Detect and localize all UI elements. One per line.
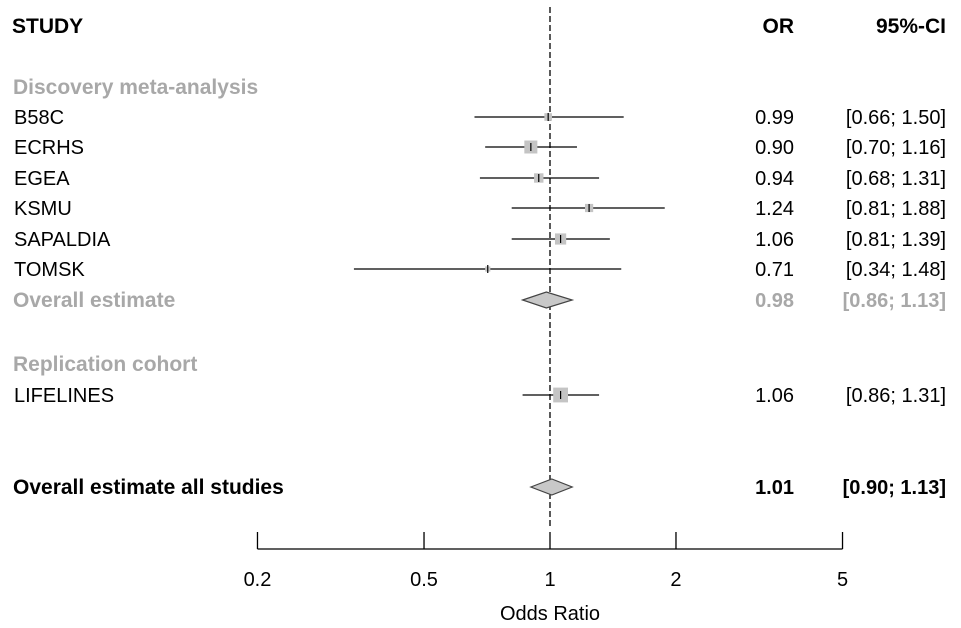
overall-estimate-all-or: 1.01 <box>755 477 794 499</box>
group-label-replication: Replication cohort <box>13 353 197 376</box>
row-egea-or: 0.94 <box>755 168 794 190</box>
x-tick-label-0.2: 0.2 <box>244 569 272 591</box>
row-tomsk-or: 0.71 <box>755 259 794 281</box>
overall-estimate-all-diamond <box>529 478 574 496</box>
row-egea-label: EGEA <box>14 168 70 190</box>
x-axis: Odds Ratio 0.2 0.5 1 2 5 <box>244 532 848 625</box>
row-ksmu-ci: [0.81; 1.88] <box>846 198 946 220</box>
overall-estimate-discovery-diamond <box>520 291 575 309</box>
row-sapaldia-label: SAPALDIA <box>14 229 111 251</box>
row-tomsk-label: TOMSK <box>14 259 85 281</box>
plot-area <box>353 7 665 528</box>
row-ksmu-label: KSMU <box>14 198 72 220</box>
header-or: OR <box>763 15 795 38</box>
row-lifelines-or: 1.06 <box>755 385 794 407</box>
header-ci: 95%-CI <box>876 15 946 38</box>
row-sapaldia-ci: [0.81; 1.39] <box>846 229 946 251</box>
header-row: STUDY OR 95%-CI <box>12 15 946 38</box>
overall-estimate-discovery-label: Overall estimate <box>13 289 175 312</box>
row-egea-ci: [0.68; 1.31] <box>846 168 946 190</box>
row-tomsk-ci: [0.34; 1.48] <box>846 259 946 281</box>
row-ksmu-or: 1.24 <box>755 198 794 220</box>
group-label-discovery: Discovery meta-analysis <box>13 76 258 99</box>
header-study: STUDY <box>12 15 83 38</box>
row-ecrhs-or: 0.90 <box>755 137 794 159</box>
row-ecrhs-label: ECRHS <box>14 137 84 159</box>
x-axis-label: Odds Ratio <box>500 603 600 625</box>
overall-estimate-all-ci: [0.90; 1.13] <box>843 477 946 499</box>
x-tick-label-0.5: 0.5 <box>410 569 438 591</box>
overall-estimate-discovery-ci: [0.86; 1.13] <box>843 290 946 312</box>
row-sapaldia-or: 1.06 <box>755 229 794 251</box>
row-lifelines-label: LIFELINES <box>14 385 114 407</box>
row-b58c-or: 0.99 <box>755 107 794 129</box>
row-ecrhs-ci: [0.70; 1.16] <box>846 137 946 159</box>
overall-estimate-all-label: Overall estimate all studies <box>13 476 284 499</box>
study-rows: Discovery meta-analysis B58C 0.99 [0.66; 1.… <box>13 76 946 499</box>
overall-estimate-discovery-or: 0.98 <box>755 290 794 312</box>
row-b58c-label: B58C <box>14 107 64 129</box>
row-b58c-ci: [0.66; 1.50] <box>846 107 946 129</box>
row-lifelines-ci: [0.86; 1.31] <box>846 385 946 407</box>
x-tick-label-1: 1 <box>544 569 555 591</box>
x-tick-label-5: 5 <box>837 569 848 591</box>
x-tick-label-2: 2 <box>670 569 681 591</box>
